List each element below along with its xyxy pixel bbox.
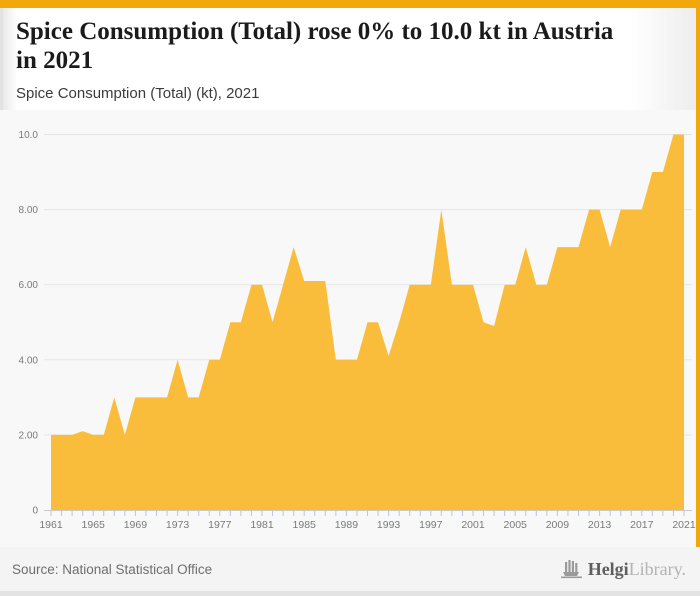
x-axis-label-1981: 1981	[250, 519, 274, 531]
accent-top-bar	[0, 0, 700, 8]
chart-subtitle: Spice Consumption (Total) (kt), 2021	[16, 84, 260, 102]
y-axis-label-2.00: 2.00	[19, 430, 39, 441]
chart-header: Spice Consumption (Total) rose 0% to 10.…	[0, 8, 700, 110]
x-axis-label-1969: 1969	[124, 519, 148, 531]
y-axis-label-4.00: 4.00	[19, 355, 39, 366]
x-axis-label-1985: 1985	[293, 519, 317, 531]
area-series	[51, 134, 684, 510]
logo-text-helgi: Helgi	[587, 558, 629, 579]
x-axis-label-1973: 1973	[166, 519, 190, 531]
x-axis-label-1961: 1961	[39, 519, 63, 531]
chart-plot-area: 10.0 8.00 6.00 4.00 2.00 0 1961 1965 1969 1973 197…	[0, 110, 700, 547]
x-axis-label-1997: 1997	[419, 519, 443, 531]
logo-text-library: Library.	[628, 558, 686, 579]
page-title: Spice Consumption (Total) rose 0% to 10.…	[16, 18, 614, 75]
y-axis-label-6.00: 6.00	[19, 280, 39, 291]
x-axis-label-2017: 2017	[630, 519, 654, 531]
x-axis-label-2009: 2009	[546, 519, 570, 531]
x-axis-label-2021: 2021	[672, 519, 696, 531]
x-axis-label-2013: 2013	[588, 519, 612, 531]
x-axis-label-2005: 2005	[504, 519, 528, 531]
x-axis-label-1993: 1993	[377, 519, 401, 531]
accent-right-bar	[696, 0, 700, 547]
helgi-library-logo-text: HelgiLibrary.	[588, 559, 686, 580]
helgi-library-logo: HelgiLibrary.	[560, 558, 686, 580]
helgi-library-logo-icon	[560, 560, 582, 579]
chart-footer: Source: National Statistical Office Helg…	[0, 547, 700, 596]
x-axis-label-2001: 2001	[461, 519, 485, 531]
y-axis-label-8.00: 8.00	[19, 205, 39, 216]
y-axis-label-0: 0	[32, 506, 38, 517]
x-axis-label-1977: 1977	[208, 519, 232, 531]
x-axis-label-1989: 1989	[335, 519, 359, 531]
y-axis-label-10.0: 10.0	[19, 130, 39, 141]
source-label: Source: National Statistical Office	[12, 561, 213, 577]
x-axis-label-1965: 1965	[82, 519, 106, 531]
